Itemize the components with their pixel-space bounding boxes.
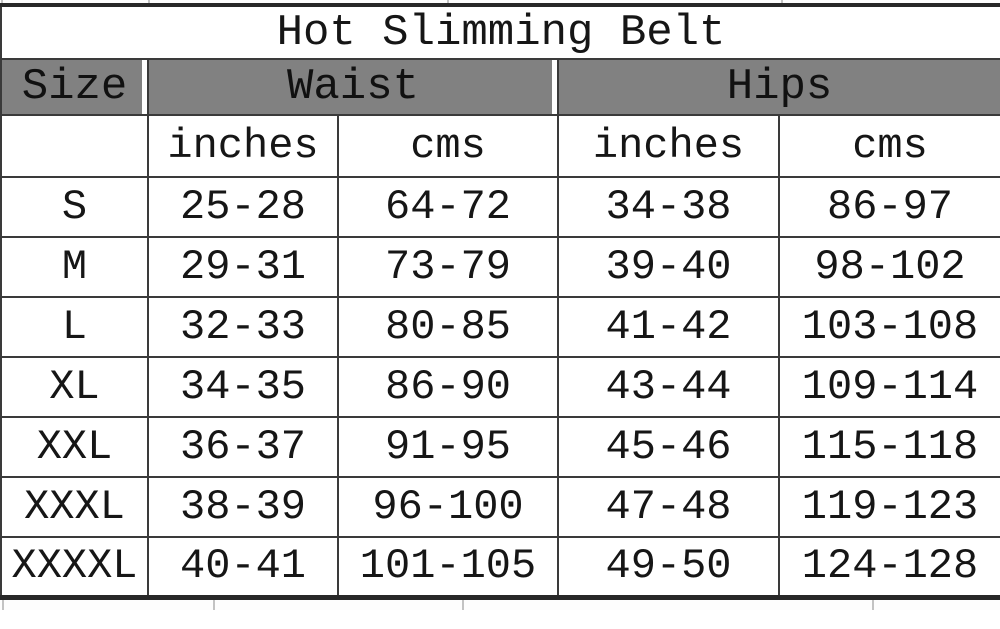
waist-inches-cell: 36-37 [147, 416, 339, 478]
size-cell: XXXL [0, 476, 149, 538]
waist-cms-header-cell: cms [337, 114, 559, 178]
waist-inches-header-cell: inches [147, 114, 339, 178]
table-row: L 32-33 80-85 41-42 103-108 [0, 296, 1000, 358]
hips-inches-cell: 43-44 [557, 356, 780, 418]
gridline [2, 599, 4, 610]
table-row: XL 34-35 86-90 43-44 109-114 [0, 356, 1000, 418]
size-cell: M [0, 236, 149, 298]
hips-inches-cell: 39-40 [557, 236, 780, 298]
size-cell: XXL [0, 416, 149, 478]
hips-inches-cell: 34-38 [557, 176, 780, 238]
hips-inches-cell: 49-50 [557, 536, 780, 598]
hips-cms-cell: 109-114 [777, 356, 1000, 418]
cropped-row-above [0, 0, 1000, 3]
hips-cms-cell: 98-102 [777, 236, 1000, 298]
hips-header-cell: Hips [556, 58, 1000, 116]
gridline [213, 599, 215, 610]
hips-inches-cell: 45-46 [557, 416, 780, 478]
table-row: M 29-31 73-79 39-40 98-102 [0, 236, 1000, 298]
hips-cms-cell: 86-97 [777, 176, 1000, 238]
gridline [1, 0, 3, 3]
size-table: Hot Slimming Belt Size Waist Hips inches… [0, 3, 1000, 600]
hips-inches-cell: 47-48 [557, 476, 780, 538]
hips-cms-cell: 119-123 [777, 476, 1000, 538]
waist-inches-cell: 29-31 [147, 236, 339, 298]
subheader-row: inches cms inches cms [0, 114, 1000, 178]
gridline [872, 599, 874, 610]
waist-cms-cell: 86-90 [337, 356, 559, 418]
size-cell: S [0, 176, 149, 238]
hips-cms-header-cell: cms [777, 114, 1000, 178]
waist-cms-cell: 91-95 [337, 416, 559, 478]
size-cell: XL [0, 356, 149, 418]
cropped-row-below [0, 599, 1000, 610]
waist-inches-cell: 32-33 [147, 296, 339, 358]
waist-cms-cell: 73-79 [337, 236, 559, 298]
size-cell: L [0, 296, 149, 358]
size-cell: XXXXL [0, 536, 149, 598]
hips-cms-cell: 124-128 [777, 536, 1000, 598]
gridline [462, 599, 464, 610]
empty-cell [0, 114, 149, 178]
table-row: XXL 36-37 91-95 45-46 115-118 [0, 416, 1000, 478]
gridline [781, 0, 783, 3]
gridline [148, 0, 150, 3]
waist-inches-cell: 40-41 [147, 536, 339, 598]
waist-cms-cell: 96-100 [337, 476, 559, 538]
waist-inches-cell: 34-35 [147, 356, 339, 418]
header-row: Size Waist Hips [0, 58, 1000, 116]
waist-inches-cell: 38-39 [147, 476, 339, 538]
table-row: S 25-28 64-72 34-38 86-97 [0, 176, 1000, 238]
waist-cms-cell: 101-105 [337, 536, 559, 598]
hips-cms-cell: 115-118 [777, 416, 1000, 478]
waist-cms-cell: 80-85 [337, 296, 559, 358]
title-row: Hot Slimming Belt [0, 4, 1000, 60]
size-header-cell: Size [0, 58, 149, 116]
hips-inches-cell: 41-42 [557, 296, 780, 358]
table-row: XXXXL 40-41 101-105 49-50 124-128 [0, 536, 1000, 598]
table-title: Hot Slimming Belt [0, 4, 1000, 60]
waist-header-cell: Waist [147, 58, 559, 116]
gridline [447, 0, 449, 3]
waist-cms-cell: 64-72 [337, 176, 559, 238]
table-row: XXXL 38-39 96-100 47-48 119-123 [0, 476, 1000, 538]
waist-inches-cell: 25-28 [147, 176, 339, 238]
hips-inches-header-cell: inches [557, 114, 780, 178]
hips-cms-cell: 103-108 [777, 296, 1000, 358]
